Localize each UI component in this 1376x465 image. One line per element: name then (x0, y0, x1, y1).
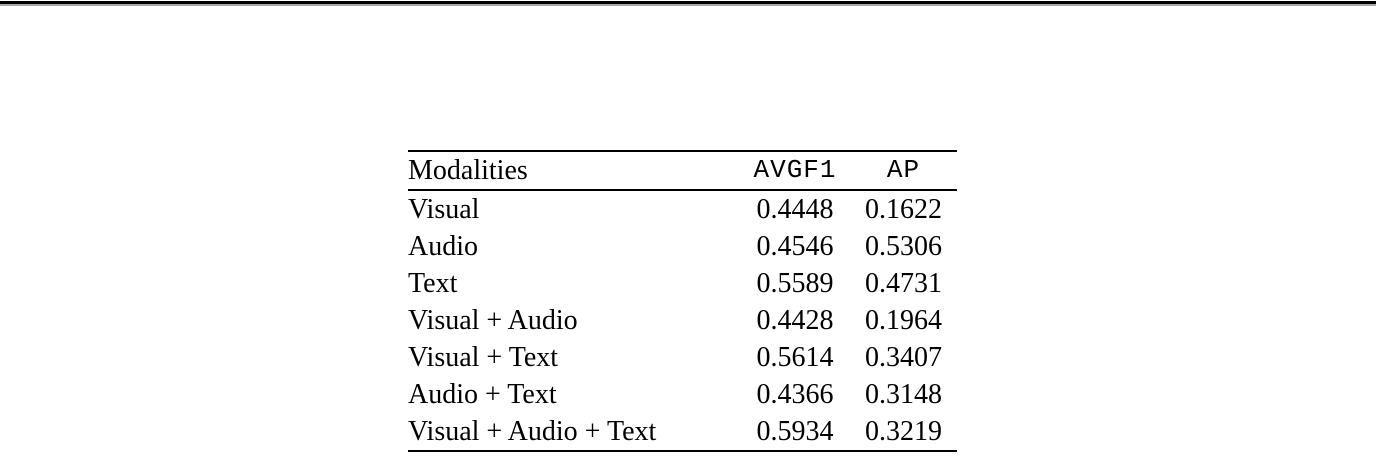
cell-modalities: Text (408, 268, 458, 299)
cell-modalities: Visual + Text (408, 342, 559, 373)
column-header-modalities: Modalities (408, 155, 528, 186)
cell-avgf1: 0.4546 (756, 231, 834, 262)
page-top-rule (0, 1, 1376, 4)
cell-avgf1: 0.4366 (756, 379, 834, 410)
cell-avgf1: 0.4428 (756, 305, 834, 336)
cell-ap: 0.1964 (865, 305, 942, 336)
cell-ap: 0.3148 (865, 379, 942, 410)
table-row: Visual + Audio + Text 0.5934 0.3219 (408, 413, 957, 451)
cell-avgf1: 0.5934 (756, 416, 834, 447)
table-row: Visual + Audio 0.4428 0.1964 (408, 302, 957, 339)
table-row: Audio 0.4546 0.5306 (408, 228, 957, 265)
column-header-avgf1: AVGF1 (753, 155, 837, 185)
cell-modalities: Visual + Audio (408, 305, 578, 336)
table-row: Visual 0.4448 0.1622 (408, 190, 957, 228)
cell-ap: 0.3219 (865, 416, 942, 447)
table-row: Audio + Text 0.4366 0.3148 (408, 376, 957, 413)
cell-modalities: Audio + Text (408, 379, 557, 410)
cell-avgf1: 0.5589 (756, 268, 834, 299)
cell-avgf1: 0.4448 (756, 194, 834, 225)
cell-avgf1: 0.5614 (756, 342, 834, 373)
cell-ap: 0.3407 (865, 342, 942, 373)
cell-modalities: Audio (408, 231, 478, 262)
cell-modalities: Visual (408, 194, 480, 225)
page-top-rule-shadow (0, 4, 1376, 6)
cell-ap: 0.4731 (865, 268, 942, 299)
modalities-results-table: Modalities AVGF1 AP Visual 0.4448 0.1622… (408, 150, 957, 452)
table-row: Text 0.5589 0.4731 (408, 265, 957, 302)
table-header-row: Modalities AVGF1 AP (408, 151, 957, 190)
cell-modalities: Visual + Audio + Text (408, 416, 657, 447)
cell-ap: 0.5306 (865, 231, 942, 262)
cell-ap: 0.1622 (865, 194, 942, 225)
column-header-ap: AP (886, 155, 921, 185)
table-row: Visual + Text 0.5614 0.3407 (408, 339, 957, 376)
